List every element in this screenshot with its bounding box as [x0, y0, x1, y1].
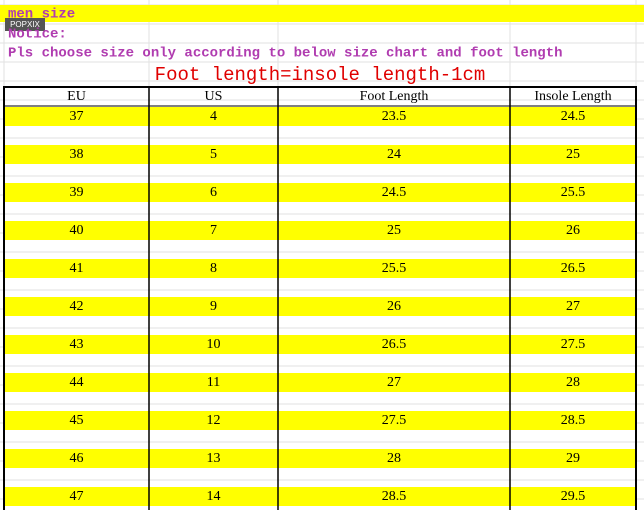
cell: 29: [566, 451, 580, 466]
row-band: [4, 373, 636, 392]
cell: 40: [70, 223, 84, 238]
formula: Foot length=insole length-1cm: [155, 64, 486, 86]
column-header: Insole Length: [534, 89, 611, 104]
cell: 42: [70, 299, 84, 314]
cell: 24: [387, 147, 401, 162]
cell: 39: [70, 185, 84, 200]
cell: 26: [387, 299, 401, 314]
cell: 28: [387, 451, 401, 466]
cell: 41: [70, 261, 84, 276]
cell: 25.5: [561, 185, 586, 200]
column-header: EU: [67, 89, 86, 104]
cell: 29.5: [561, 489, 586, 504]
cell: 25: [387, 223, 401, 238]
cell: 24.5: [561, 109, 586, 124]
watermark: POPXIX: [10, 20, 40, 29]
instruction: Pls choose size only according to below …: [8, 46, 563, 62]
cell: 27.5: [382, 413, 407, 428]
cell: 24.5: [382, 185, 407, 200]
cell: 37: [70, 109, 84, 124]
notice: Notice:: [8, 27, 67, 43]
cell: 5: [210, 147, 217, 162]
cell: 12: [207, 413, 221, 428]
size-table: 37 4 23.5 24.5 38 5 24 25 39 6 24.5 25.5 40 7 25 26 41 8 2…: [3, 86, 637, 510]
cell: 28.5: [382, 489, 407, 504]
cell: 14: [207, 489, 221, 504]
row-band: [4, 221, 636, 240]
row-band: [4, 145, 636, 164]
watermark-box: [5, 18, 45, 31]
cell: 45: [70, 413, 84, 428]
row-band: [4, 183, 636, 202]
row-band: [4, 297, 636, 316]
cell: 27.5: [561, 337, 586, 352]
title-band: [0, 5, 644, 22]
cell: 26.5: [561, 261, 586, 276]
cell: 47: [70, 489, 84, 504]
cell: 43: [70, 337, 84, 352]
cell: 10: [207, 337, 221, 352]
cell: 27: [566, 299, 580, 314]
cell: 27: [387, 375, 401, 390]
cell: 8: [210, 261, 217, 276]
cell: 9: [210, 299, 217, 314]
row-band: [4, 259, 636, 278]
cell: 6: [210, 185, 217, 200]
row-band: [4, 335, 636, 354]
cell: 11: [207, 375, 220, 390]
row-band: [4, 107, 636, 126]
cell: 26: [566, 223, 580, 238]
cell: 23.5: [382, 109, 407, 124]
row-band: [4, 411, 636, 430]
cell: 25.5: [382, 261, 407, 276]
row-band: [4, 487, 636, 506]
cell: 13: [207, 451, 221, 466]
column-header: Foot Length: [360, 89, 429, 104]
cell: 28: [566, 375, 580, 390]
cell: 44: [70, 375, 84, 390]
cell: 38: [70, 147, 84, 162]
cell: 28.5: [561, 413, 586, 428]
cell: 46: [70, 451, 84, 466]
cell: 25: [566, 147, 580, 162]
cell: 4: [210, 109, 217, 124]
cell: 7: [210, 223, 217, 238]
row-band: [4, 449, 636, 468]
table-border: [3, 86, 637, 510]
cell: 26.5: [382, 337, 407, 352]
column-header: US: [205, 89, 223, 104]
